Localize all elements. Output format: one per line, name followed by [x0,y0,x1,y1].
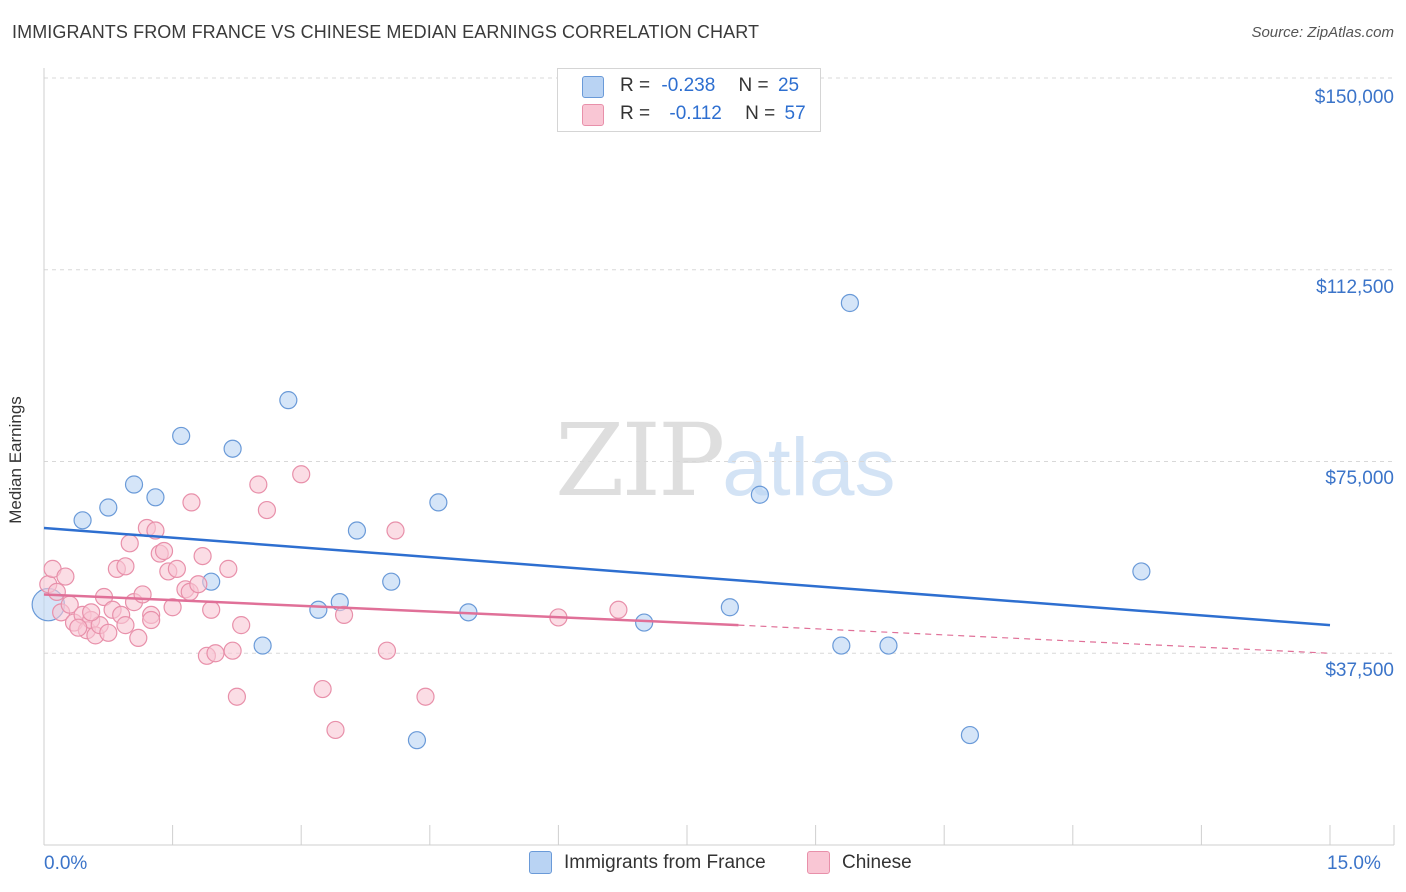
legend-n-chinese: 57 [784,103,806,124]
chinese-point-42 [249,475,268,494]
france-point-2 [99,498,118,517]
chinese-point-56 [69,618,88,637]
legend-r-label: R = [620,103,651,124]
stats-legend: R = -0.238 N = 25 R = -0.112 N = 57 [557,68,821,132]
trend-line-chinese-extrapolated [738,624,1331,654]
chinese-point-21 [133,585,152,604]
chinese-point-48 [377,641,397,660]
legend-n-france: 25 [777,75,800,96]
chinese-point-34 [193,546,212,566]
chinese-point-50 [416,687,435,706]
chinese-point-52 [609,600,628,619]
france-point-18 [720,598,739,617]
chinese-point-40 [232,616,251,635]
bottom-legend-label-chinese: Chinese [842,851,912,873]
france-point-5 [172,426,191,446]
chinese-point-33 [189,575,208,594]
chinese-point-13 [99,623,118,642]
france-point-7 [223,439,242,458]
france-point-8 [253,636,272,655]
france-point-10 [309,600,328,619]
chinese-point-32 [182,493,201,512]
legend-n-label: N = [738,75,769,96]
france-point-4 [146,488,165,507]
bottom-legend-swatch-chinese [807,851,830,874]
chart-title: IMMIGRANTS FROM FRANCE VS CHINESE MEDIAN… [12,22,760,42]
bottom-legend-chinese: Chinese [807,851,912,874]
france-point-14 [407,731,427,750]
chinese-point-2 [47,582,66,601]
chinese-point-47 [334,605,354,625]
y-tick-label-150000: $150,000 [1314,87,1394,108]
chinese-point-36 [202,600,221,619]
chinese-point-46 [326,720,345,740]
x-tick-label-min: 0.0% [44,853,88,874]
france-point-17 [635,613,654,632]
watermark-atlas: atlas [722,422,896,513]
chinese-point-24 [146,521,165,540]
france-point-13 [382,572,401,591]
y-tick-label-112500: $112,500 [1316,277,1394,298]
france-point-20 [832,636,851,655]
france-point-1 [73,511,92,530]
legend-r-label: R = [620,75,651,96]
france-point-9 [279,391,298,410]
france-point-12 [347,521,367,540]
legend-swatch-chinese [582,104,604,126]
trend-line-france [43,526,1331,627]
y-axis-title: Median Earnings [6,396,25,524]
france-point-3 [124,475,144,494]
source-label: Source: ZipAtlas.com [1251,24,1394,41]
chinese-point-39 [223,641,242,660]
bottom-legend-swatch-france [529,851,552,874]
chinese-point-38 [219,559,238,578]
chinese-point-4 [56,567,75,586]
legend-swatch-france [582,76,604,98]
france-point-15 [429,493,448,512]
bottom-legend-france: Immigrants from France [529,851,766,874]
trend-line-chinese [43,593,739,627]
chinese-point-26 [154,541,174,561]
legend-r-france: -0.238 [661,75,716,96]
chinese-point-44 [292,465,311,484]
chinese-point-53 [82,603,101,622]
legend-n-label: N = [745,103,776,124]
chinese-point-41 [227,687,246,706]
france-point-23 [960,725,980,745]
chinese-point-49 [386,521,405,540]
watermark: ZIPatlas [555,402,896,519]
chinese-point-55 [142,610,161,630]
legend-r-chinese: -0.112 [669,103,722,124]
chinese-point-54 [116,616,135,635]
chinese-point-18 [120,534,139,553]
bottom-legend-label-france: Immigrants from France [564,851,766,873]
france-point-24 [1132,562,1151,581]
chinese-point-37 [206,644,225,663]
chinese-point-45 [313,679,332,699]
france-point-19 [750,485,769,504]
y-tick-label-37500: $37,500 [1325,660,1394,681]
y-tick-label-75000: $75,000 [1325,468,1394,489]
watermark-zip: ZIP [555,402,725,519]
x-tick-label-max: 15.0% [1327,853,1381,874]
chinese-point-29 [167,559,186,578]
chinese-point-28 [163,598,182,617]
france-point-21 [840,293,859,313]
chinese-point-43 [257,500,277,520]
france-point-22 [879,636,898,655]
chinese-point-20 [129,628,148,648]
chinese-point-17 [116,557,135,576]
